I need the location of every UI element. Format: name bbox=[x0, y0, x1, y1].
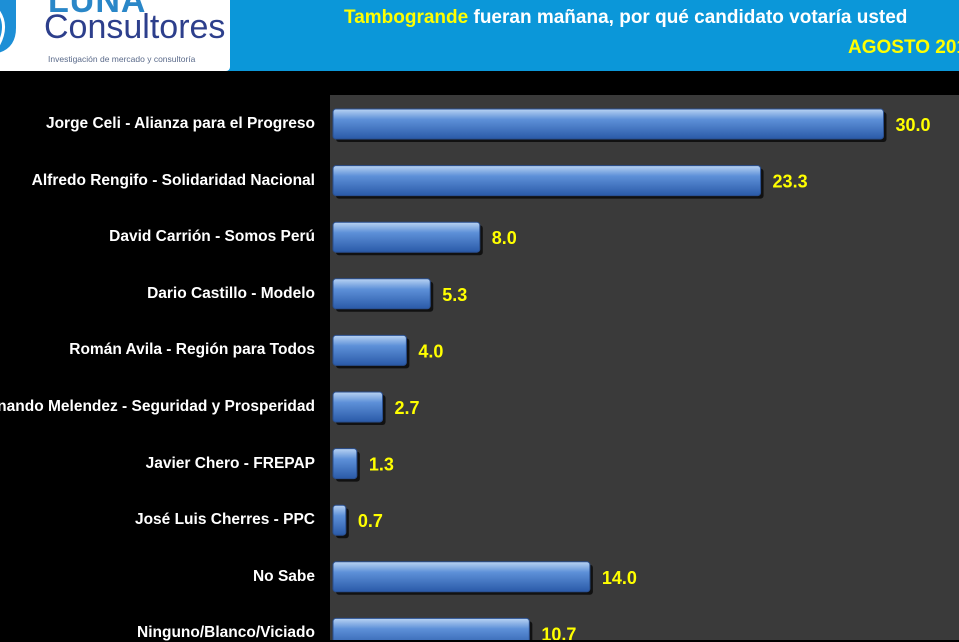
bar-value-label: 14.0 bbox=[602, 568, 637, 588]
category-label: No Sabe bbox=[252, 567, 315, 585]
logo-tagline: Investigación de mercado y consultoría bbox=[48, 54, 196, 64]
bar-value-label: 0.7 bbox=[358, 511, 383, 531]
chart-title: Tambogrande fueran mañana, por qué candi… bbox=[344, 7, 907, 29]
bar-value-label: 1.3 bbox=[369, 455, 394, 475]
logo-brand-name: Consultores bbox=[44, 8, 226, 46]
category-label: José Luis Cherres - PPC bbox=[134, 511, 315, 529]
logo-mark-icon bbox=[0, 0, 16, 53]
bar bbox=[332, 561, 591, 593]
bar-value-label: 30.0 bbox=[896, 115, 931, 135]
luna-consultores-logo: LUNA Consultores Investigación de mercad… bbox=[0, 0, 230, 71]
chart-header: LUNA Consultores Investigación de mercad… bbox=[0, 0, 959, 71]
category-label: David Carrión - Somos Perú bbox=[109, 228, 315, 246]
bar bbox=[332, 108, 884, 140]
category-labels: Jorge Celi - Alianza para el Progreso Alf… bbox=[0, 0, 330, 642]
category-label: Javier Chero - FREPAP bbox=[145, 454, 315, 472]
bar bbox=[332, 165, 762, 197]
bar-value-label: 23.3 bbox=[773, 172, 808, 192]
category-label: Dario Castillo - Modelo bbox=[147, 284, 315, 302]
bar-value-label: 2.7 bbox=[395, 398, 420, 418]
bar bbox=[332, 278, 431, 310]
bar-value-label: 5.3 bbox=[442, 285, 467, 305]
category-label: Ninguno/Blanco/Viciado bbox=[137, 624, 315, 642]
bar bbox=[332, 504, 347, 536]
bar bbox=[332, 391, 384, 423]
chart-date: AGOSTO 2014 bbox=[848, 37, 959, 58]
category-label: Román Avila - Región para Todos bbox=[69, 341, 315, 359]
bar-value-label: 10.7 bbox=[541, 624, 576, 640]
logo-brand-top: LUNA bbox=[48, 0, 147, 20]
title-rest: fueran mañana, por qué candidato votaría… bbox=[468, 7, 908, 28]
bar bbox=[332, 221, 481, 253]
bar-value-label: 4.0 bbox=[418, 341, 443, 361]
bar-value-label: 8.0 bbox=[492, 228, 517, 248]
title-highlight: Tambogrande bbox=[344, 7, 469, 28]
bar bbox=[332, 334, 407, 366]
category-label: Fernando Melendez - Seguridad y Prosperi… bbox=[0, 398, 315, 415]
bar bbox=[332, 448, 358, 480]
category-label: Jorge Celi - Alianza para el Progreso bbox=[45, 115, 315, 132]
bar bbox=[332, 617, 530, 640]
category-label: Alfredo Rengifo - Solidaridad Nacional bbox=[31, 171, 315, 189]
